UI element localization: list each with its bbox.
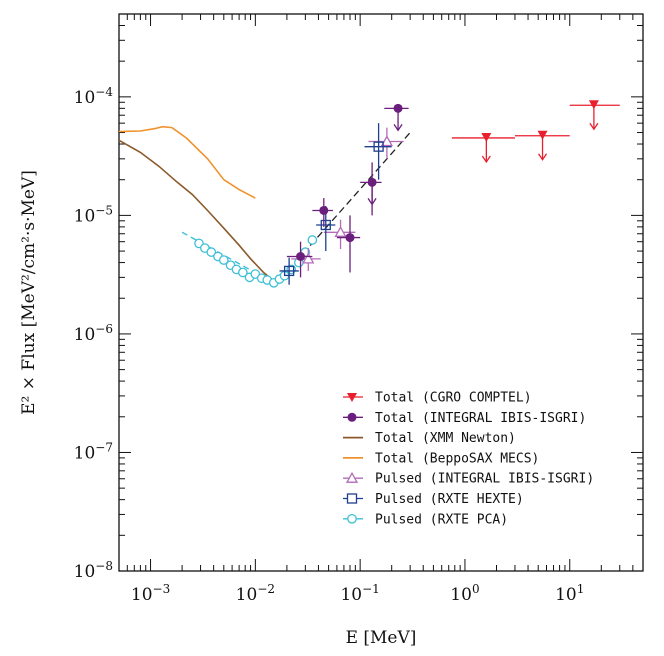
y-axis-title: E² × Flux [MeV²/cm²·s·MeV] [19,170,39,415]
rxte-hexte-marker [283,265,295,277]
beppo-sax-curve [118,125,256,199]
y-tick-label: 10−4 [74,85,114,108]
legend-item: Total (CGRO COMPTEL) [343,391,532,406]
x-tick-label: 10−1 [340,582,379,605]
rxte-hexte-marker [373,141,384,152]
legend-marker [345,471,359,483]
integral-pulsed-marker [380,135,394,147]
legend-marker [347,513,357,524]
comptel-marker [588,100,599,110]
legend-marker [347,393,357,402]
axis-ticks [118,13,644,572]
comptel-marker [537,130,548,140]
x-tick-label: 101 [555,582,584,605]
comptel-point [569,100,620,131]
integral-total-marker [345,233,355,243]
y-tick-label: 10−6 [74,322,113,345]
integral-pulsed-point [368,127,404,159]
legend-item: Pulsed (INTEGRAL IBIS-ISGRI) [343,472,594,487]
legend-item: Pulsed (RXTE HEXTE) [343,492,524,507]
legend-label: Total (CGRO COMPTEL) [375,391,532,406]
axis-tick-labels: 10−3 10−2 10−1 100 101 10−8 10−7 10−6 10−5 10−4 [74,85,585,605]
upper-limit-arrowhead [589,122,599,131]
rxte-pca-point [238,267,248,278]
rxte-pca-point [218,255,229,265]
legend: Total (CGRO COMPTEL) Total (INTEGRAL IBIS… [343,391,594,527]
integral-total-point [336,215,361,273]
integral-total-point [384,103,409,132]
legend-marker [346,493,358,504]
upper-limit-arrowhead [481,155,491,164]
upper-limit-arrowhead [393,123,403,132]
rxte-hexte-point [364,123,392,180]
legend-label: Total (INTEGRAL IBIS-ISGRI) [375,411,586,426]
xmm-newton-curve [118,139,275,282]
integral-total-marker [319,205,329,215]
integral-total-marker [296,251,306,261]
legend-item: Total (BeppoSAX MECS) [343,451,539,466]
x-tick-label: 100 [450,582,479,605]
legend-label: Total (BeppoSAX MECS) [375,451,539,466]
integral-total-marker [367,177,377,187]
integral-pulsed-marker [334,225,347,237]
rxte-hexte-marker [320,219,331,231]
rxte-hexte-point [279,257,299,285]
integral-total-marker [393,103,403,113]
data-marks [194,100,620,288]
integral-total-point [360,162,382,216]
x-axis-title: E [MeV] [346,628,417,648]
plot-frame [118,13,644,572]
plot-area [118,13,644,572]
comptel-point [451,132,515,164]
rxte-pca-point [307,235,318,245]
upper-limit-arrowhead [367,197,377,206]
integral-total-point [286,241,313,278]
legend-item: Total (XMM Newton) [343,431,516,446]
legend-marker [347,412,357,422]
y-tick-label: 10−5 [74,203,113,226]
legend-label: Pulsed (RXTE HEXTE) [375,492,524,507]
legend-label: Pulsed (RXTE PCA) [375,512,508,527]
x-tick-label: 10−3 [131,582,170,605]
integral-pulsed-point [291,248,321,271]
y-tick-label: 10−7 [74,440,113,463]
comptel-point [514,130,570,161]
legend-item: Total (INTEGRAL IBIS-ISGRI) [343,411,586,426]
legend-label: Pulsed (INTEGRAL IBIS-ISGRI) [375,472,594,487]
upper-limit-arrowhead [537,153,548,161]
x-tick-label: 10−2 [236,582,275,605]
y-tick-label: 10−8 [74,559,113,582]
integral-total-point [312,198,333,227]
comptel-marker [481,132,492,142]
legend-label: Total (XMM Newton) [375,431,516,446]
legend-item: Pulsed (RXTE PCA) [343,512,508,527]
integral-pulsed-marker [302,252,315,264]
rxte-pca-point [206,247,217,257]
